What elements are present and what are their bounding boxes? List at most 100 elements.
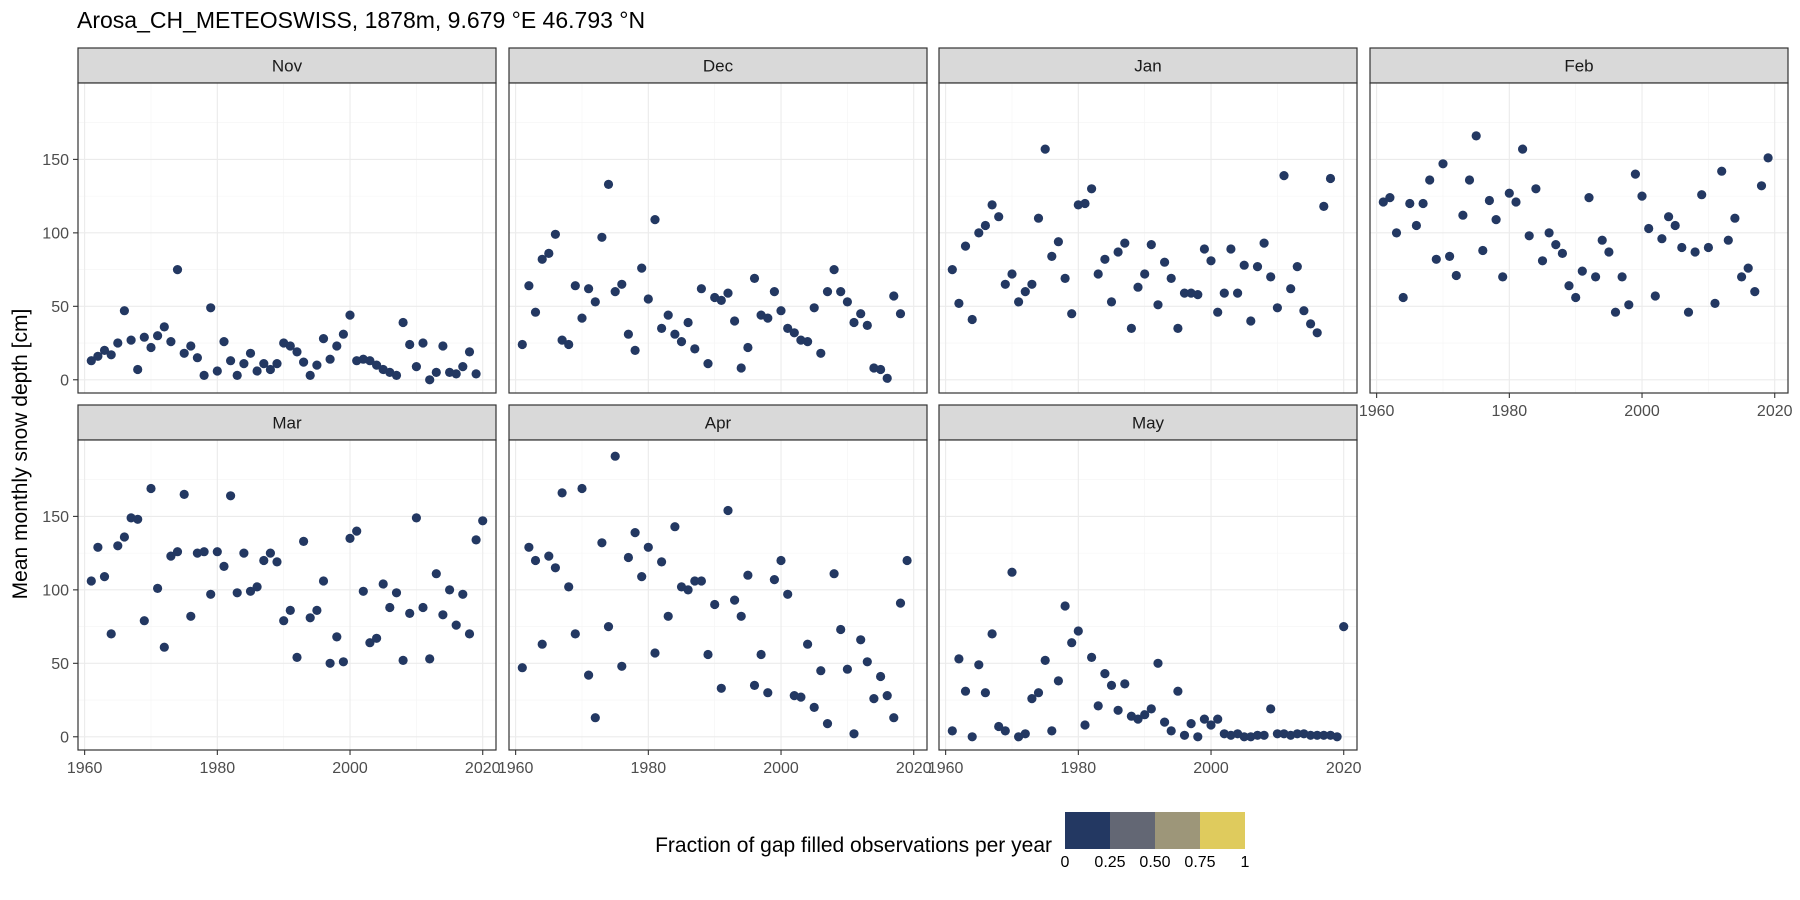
- x-tick-label: 1980: [631, 760, 667, 777]
- data-point: [869, 694, 879, 704]
- data-point: [153, 331, 163, 341]
- data-point: [471, 535, 481, 545]
- data-point: [683, 317, 693, 328]
- data-point: [1153, 300, 1163, 310]
- strip-mar: [77, 404, 497, 441]
- data-point: [1703, 242, 1713, 253]
- data-point: [318, 576, 329, 586]
- data-point: [1140, 710, 1150, 720]
- data-point: [1093, 701, 1103, 711]
- data-point: [106, 350, 116, 360]
- data-point: [703, 359, 713, 369]
- data-point: [99, 572, 110, 582]
- data-point: [192, 353, 202, 363]
- data-point: [902, 555, 912, 566]
- x-tick-label: 1960: [498, 760, 534, 777]
- data-point: [1193, 732, 1203, 742]
- data-point: [279, 616, 289, 626]
- data-point: [1445, 251, 1455, 261]
- data-point: [1504, 188, 1514, 198]
- data-point: [1604, 247, 1614, 257]
- data-point: [391, 588, 402, 598]
- data-point: [226, 491, 236, 501]
- data-point: [1027, 279, 1037, 289]
- data-point: [710, 599, 720, 610]
- data-point: [431, 569, 441, 579]
- data-point: [1624, 300, 1634, 310]
- data-point: [1080, 720, 1090, 730]
- strip-label-apr: Apr: [705, 414, 732, 433]
- data-point: [212, 366, 222, 376]
- data-point: [842, 297, 853, 307]
- data-point: [1020, 287, 1030, 297]
- data-point: [895, 598, 906, 608]
- data-point: [974, 660, 984, 670]
- data-point: [1524, 231, 1534, 241]
- data-point: [1266, 272, 1276, 282]
- data-point: [657, 557, 667, 567]
- data-point: [1060, 601, 1070, 611]
- panel-border-feb: [1369, 82, 1789, 394]
- legend-tick-label: 0.50: [1139, 854, 1170, 871]
- data-point: [1637, 191, 1647, 201]
- data-point: [796, 692, 806, 702]
- data-point: [789, 328, 799, 338]
- data-point: [146, 483, 156, 494]
- data-point: [1743, 263, 1753, 273]
- data-point: [537, 254, 547, 264]
- data-point: [603, 179, 614, 189]
- data-point: [862, 320, 872, 330]
- plot-area-may: [939, 440, 1357, 750]
- data-point: [292, 652, 302, 663]
- data-point: [623, 329, 634, 339]
- data-point: [219, 337, 229, 347]
- data-point: [332, 341, 342, 351]
- data-point: [1160, 257, 1170, 267]
- data-point: [994, 721, 1004, 732]
- data-point: [411, 362, 421, 372]
- legend-color-step: [1155, 812, 1200, 849]
- data-point: [259, 555, 269, 566]
- data-point: [239, 548, 249, 558]
- data-point: [736, 611, 746, 621]
- data-point: [245, 348, 256, 358]
- data-point: [537, 639, 547, 649]
- data-point: [1591, 272, 1601, 282]
- data-point: [398, 317, 408, 328]
- data-point: [226, 356, 236, 366]
- data-point: [438, 610, 448, 620]
- data-point: [590, 297, 600, 307]
- data-point: [1179, 288, 1190, 298]
- data-point: [703, 649, 713, 660]
- data-point: [856, 309, 866, 319]
- data-point: [1306, 319, 1316, 329]
- data-point: [1239, 260, 1249, 270]
- data-point: [358, 586, 368, 596]
- data-point: [1219, 288, 1229, 298]
- data-point: [1100, 669, 1110, 679]
- data-point: [86, 356, 96, 366]
- data-point: [987, 200, 997, 210]
- data-point: [882, 373, 892, 383]
- data-point: [372, 360, 382, 370]
- panel-border-jan: [938, 82, 1358, 394]
- data-point: [584, 670, 594, 680]
- data-point: [1007, 269, 1017, 279]
- data-point: [1279, 171, 1289, 181]
- data-point: [743, 570, 753, 580]
- data-point: [1000, 726, 1010, 736]
- data-point: [524, 542, 534, 552]
- data-point: [458, 589, 468, 599]
- data-point: [1233, 288, 1243, 298]
- data-point: [1498, 272, 1508, 282]
- data-point: [272, 557, 282, 567]
- panel-border-dec: [508, 82, 928, 394]
- y-tick-label: 150: [42, 509, 69, 526]
- data-point: [1252, 262, 1263, 272]
- data-point: [239, 359, 249, 369]
- data-point: [960, 686, 971, 696]
- data-point: [1385, 193, 1395, 203]
- data-point: [1292, 729, 1302, 739]
- data-point: [849, 729, 859, 739]
- data-point: [743, 342, 753, 353]
